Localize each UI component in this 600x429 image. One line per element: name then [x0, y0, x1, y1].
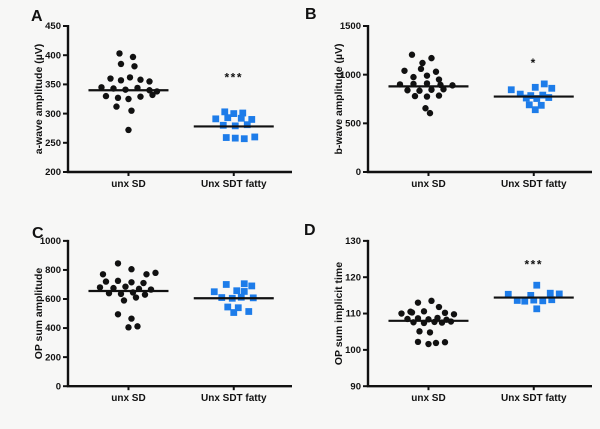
- svg-text:0: 0: [56, 381, 61, 392]
- svg-text:***: ***: [225, 70, 244, 84]
- svg-text:a-wave amplitude (µV): a-wave amplitude (µV): [33, 44, 45, 155]
- svg-text:500: 500: [345, 119, 361, 130]
- svg-text:1500: 1500: [340, 21, 361, 32]
- svg-text:unx SD: unx SD: [111, 179, 145, 190]
- panel-c-plot: 0 200 400 600 800 1000 OP sum amplitude unx SD U…: [34, 236, 292, 404]
- svg-text:Unx SDT fatty: Unx SDT fatty: [201, 393, 267, 404]
- svg-text:1000: 1000: [40, 236, 61, 247]
- svg-text:800: 800: [45, 265, 61, 276]
- svg-text:300: 300: [45, 109, 61, 120]
- panel-b: B 0 500 1000 1500 b-wave amplitude (µV) unx S…: [300, 0, 600, 215]
- svg-text:120: 120: [345, 272, 361, 283]
- svg-text:350: 350: [45, 80, 61, 91]
- svg-text:400: 400: [45, 323, 61, 334]
- svg-text:unx SD: unx SD: [411, 179, 445, 190]
- panel-a-label: A: [31, 8, 43, 25]
- panel-b-label: B: [305, 6, 317, 23]
- panel-d: D 90 100 110 120 130 OP sum implicit time unx …: [300, 215, 600, 429]
- svg-text:400: 400: [45, 50, 61, 61]
- svg-text:130: 130: [345, 236, 361, 247]
- panel-d-plot: 90 100 110 120 130 OP sum implicit time unx SD…: [334, 236, 592, 404]
- svg-text:b-wave amplitude (µV): b-wave amplitude (µV): [333, 43, 345, 154]
- panel-a: A 200 250 300 350 400 450 a-wave amplitude (µV…: [0, 0, 300, 215]
- svg-text:200: 200: [45, 352, 61, 363]
- panel-c: C 0 200 400 600 800 1000 OP sum amplitude unx S…: [0, 215, 300, 429]
- svg-text:250: 250: [45, 138, 61, 149]
- svg-text:110: 110: [346, 309, 361, 320]
- svg-text:100: 100: [345, 345, 361, 356]
- svg-text:600: 600: [45, 294, 61, 305]
- panel-b-plot: 0 500 1000 1500 b-wave amplitude (µV) unx SD U…: [333, 21, 592, 190]
- svg-text:Unx SDT fatty: Unx SDT fatty: [501, 179, 567, 190]
- svg-text:unx SD: unx SD: [411, 393, 445, 404]
- svg-text:OP sum amplitude: OP sum amplitude: [34, 268, 45, 360]
- svg-text:OP sum implicit time: OP sum implicit time: [334, 262, 345, 365]
- svg-text:90: 90: [350, 381, 361, 392]
- svg-text:Unx SDT fatty: Unx SDT fatty: [501, 393, 567, 404]
- svg-text:1000: 1000: [340, 70, 361, 81]
- svg-text:450: 450: [45, 21, 61, 32]
- svg-text:*: *: [531, 56, 537, 70]
- svg-text:unx SD: unx SD: [111, 393, 145, 404]
- svg-text:0: 0: [356, 167, 361, 178]
- svg-text:***: ***: [525, 258, 544, 272]
- panel-d-label: D: [304, 222, 316, 239]
- panel-c-label: C: [32, 225, 44, 242]
- svg-text:Unx SDT fatty: Unx SDT fatty: [201, 179, 267, 190]
- panel-a-plot: 200 250 300 350 400 450 a-wave amplitude (µV) u…: [33, 21, 292, 190]
- svg-text:200: 200: [45, 167, 61, 178]
